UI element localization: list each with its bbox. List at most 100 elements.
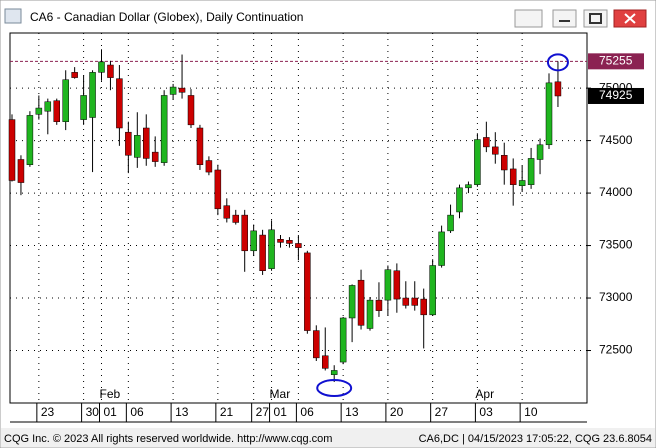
plot-frame — [9, 32, 588, 404]
candle-body — [438, 231, 445, 266]
candle-body — [250, 230, 257, 252]
candle-body — [536, 144, 544, 160]
y-tick-label: 73500 — [599, 238, 633, 252]
candle-body — [187, 95, 195, 126]
candle-body — [89, 72, 96, 118]
x-tick-label: 27 — [435, 405, 449, 419]
x-tick-label: 27 — [256, 405, 270, 419]
candle-body — [447, 214, 454, 232]
candle-body — [545, 82, 553, 146]
candle-body — [518, 180, 526, 186]
x-tick-label: 13 — [345, 405, 359, 419]
low-annotation — [316, 379, 353, 398]
candle-body — [8, 119, 16, 181]
candle-body — [232, 214, 239, 223]
x-tick-label: 03 — [479, 405, 493, 419]
x-tick-label: 21 — [220, 405, 234, 419]
y-tick-label: 74000 — [599, 185, 633, 199]
candle-body — [456, 187, 463, 213]
candle-body — [348, 285, 356, 319]
candle-body — [277, 239, 284, 243]
candle-body — [375, 299, 383, 311]
candle-body — [393, 270, 401, 300]
y-tick-label: 73000 — [599, 290, 633, 304]
candle-body — [357, 279, 365, 326]
maximize-button[interactable] — [583, 9, 608, 28]
y-tick-label: 74500 — [599, 133, 633, 147]
candle-body — [134, 135, 141, 158]
month-label: Mar — [270, 387, 291, 401]
candle-body — [26, 115, 34, 165]
minimize-button[interactable] — [552, 9, 577, 28]
candle-body — [554, 81, 562, 97]
footer-right: CA6,DC | 04/15/2023 17:05:22, CQG 23.6.8… — [419, 433, 652, 445]
candle-body — [465, 184, 472, 189]
x-tick-label: 13 — [175, 405, 189, 419]
candle-body — [223, 205, 231, 219]
candle-body — [259, 234, 266, 271]
candle-body — [53, 100, 60, 122]
candle-body — [492, 146, 499, 155]
candle-body — [143, 127, 150, 159]
link-button[interactable] — [514, 9, 543, 28]
candle-body — [366, 299, 374, 329]
candle-body — [501, 155, 508, 171]
candle-body — [384, 269, 392, 301]
candle-body — [125, 131, 132, 156]
candle-body — [214, 169, 222, 210]
candle-body — [35, 107, 43, 115]
footer-bar — [1, 428, 655, 447]
candle-body — [411, 297, 418, 306]
candle-body — [286, 240, 293, 244]
candle-body — [483, 137, 490, 148]
candle-body — [160, 95, 168, 163]
candle-body — [402, 297, 410, 306]
close-icon — [624, 13, 636, 24]
x-tick-label: 10 — [524, 405, 538, 419]
candle-body — [196, 127, 204, 165]
candle-body — [330, 370, 338, 375]
footer-left: CQG Inc. © 2023 All rights reserved worl… — [4, 433, 332, 445]
candle-body — [268, 229, 275, 269]
candle-body — [313, 330, 320, 359]
candle-body — [241, 214, 248, 252]
candle-body — [62, 79, 69, 122]
candle-body — [429, 265, 436, 316]
y-tick-label: 72500 — [599, 343, 633, 357]
x-tick-label: 23 — [41, 405, 55, 419]
x-tick-label: 01 — [104, 405, 118, 419]
candle-body — [509, 168, 517, 185]
candle-body — [304, 252, 311, 331]
candle-body — [98, 61, 105, 73]
candle-body — [71, 72, 78, 78]
x-tick-label: 01 — [274, 405, 288, 419]
candle-body — [116, 78, 123, 129]
candle-body — [169, 86, 177, 95]
candle-body — [420, 298, 427, 316]
candle-body — [151, 151, 159, 162]
candle-body — [17, 159, 25, 183]
candle-body — [205, 160, 213, 173]
candle-body — [107, 64, 114, 78]
window-title: CA6 - Canadian Dollar (Globex), Daily Co… — [30, 10, 303, 24]
maximize-icon — [589, 13, 602, 24]
last-price-box — [588, 87, 644, 104]
candle-body — [44, 101, 52, 112]
high-annotation — [546, 53, 569, 72]
candle-body — [80, 95, 87, 120]
x-tick-label: 06 — [300, 405, 314, 419]
reference-price-box — [588, 53, 644, 70]
candle-body — [474, 139, 481, 185]
month-label: Apr — [475, 387, 494, 401]
app-icon — [4, 8, 22, 24]
reference-price-label: 75255 — [599, 54, 633, 68]
candle-body — [295, 243, 302, 248]
candle-body — [178, 87, 186, 93]
candle-body — [322, 355, 329, 369]
last-price-label: 74925 — [599, 88, 633, 102]
candle-body — [339, 317, 347, 363]
candle-body — [527, 158, 535, 185]
x-tick-label: 20 — [390, 405, 404, 419]
month-label: Feb — [100, 387, 121, 401]
